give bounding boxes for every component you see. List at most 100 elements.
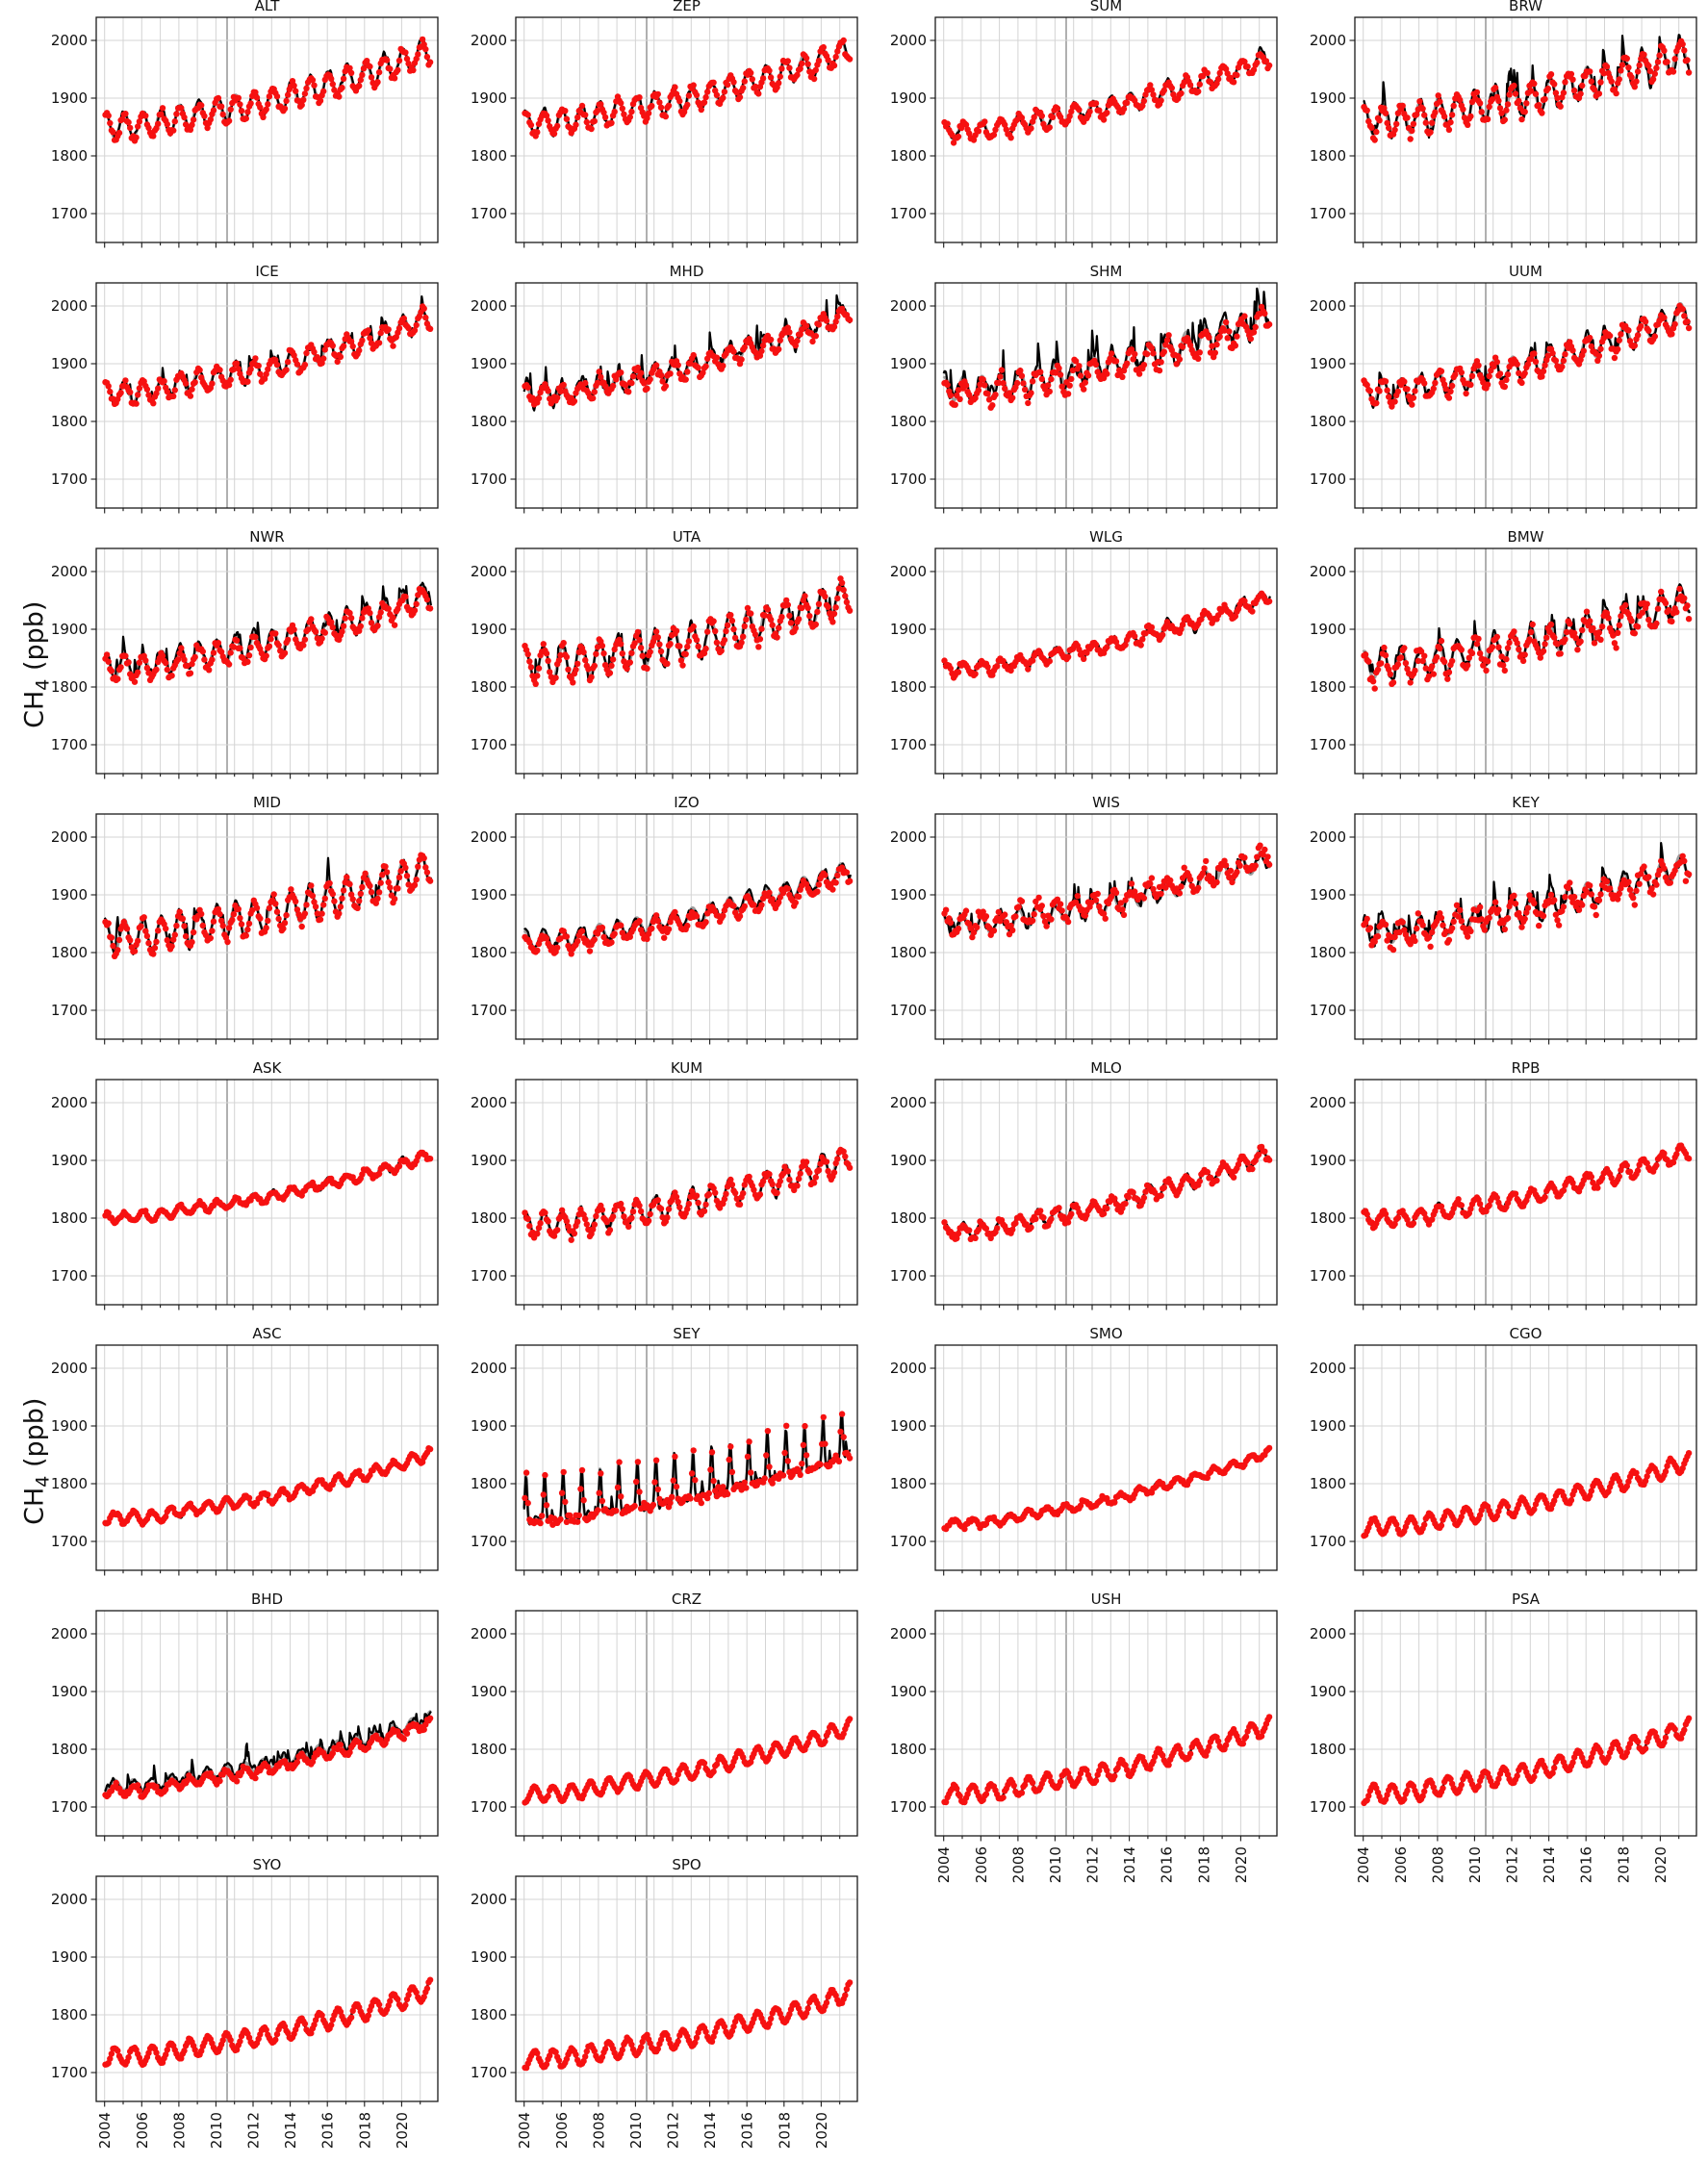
frame-ICE: [95, 282, 439, 509]
y-tick-label: 1700: [51, 471, 88, 488]
frame-SUM: [934, 16, 1278, 243]
y-tick-label: 1800: [890, 147, 927, 165]
ticks-ICE: [90, 305, 421, 514]
y-tick-label: 1800: [471, 944, 507, 961]
frame-ASC: [95, 1344, 439, 1571]
ticks-ASC: [90, 1367, 421, 1576]
y-tick-label: 2000: [890, 1360, 927, 1377]
ticks-MID: [90, 836, 421, 1045]
y-tick-label: 2000: [890, 1625, 927, 1642]
obs-dots-WIS: [941, 842, 1273, 941]
x-tick-label: 2020: [394, 2112, 411, 2149]
y-tick-label: 2000: [51, 1094, 88, 1111]
subplot-MID: 2000 1900 1800 1700 MID: [51, 794, 439, 1045]
model-line-WLG: [942, 592, 1271, 677]
ticks-USH: [930, 1633, 1261, 1842]
obs-dots-ALT: [102, 36, 434, 144]
frame-MLO: [934, 1079, 1278, 1306]
y-tick-label: 1700: [471, 736, 507, 753]
y-tick-label: 1800: [51, 1741, 88, 1758]
frame-BRW: [1354, 16, 1697, 243]
y-tick-label: 2000: [890, 1094, 927, 1111]
y-tick-label: 1800: [1310, 147, 1346, 165]
y-tick-label: 2000: [1310, 32, 1346, 49]
frame-MHD: [515, 282, 858, 509]
tick-labels-ASC: 2000 1900 1800 1700: [51, 1360, 88, 1550]
subplot-UTA: 2000 1900 1800 1700 UTA: [471, 528, 858, 779]
frame-NWR: [95, 547, 439, 775]
y-tick-label: 2000: [51, 563, 88, 580]
y-tick-label: 1900: [471, 621, 507, 638]
grid-ALT: [96, 17, 438, 242]
x-tick-label: 2012: [245, 2112, 263, 2149]
subplot-title-SYO: SYO: [253, 1856, 282, 1873]
subplot-ZEP: 2000 1900 1800 1700 ZEP: [471, 0, 858, 248]
y-tick-label: 1800: [1310, 1209, 1346, 1227]
y-tick-label: 1700: [1310, 471, 1346, 488]
frame-SMO: [934, 1344, 1278, 1571]
y-tick-label: 1700: [51, 205, 88, 222]
subplot-IZO: 2000 1900 1800 1700 IZO: [471, 794, 858, 1045]
subplot-ICE: 2000 1900 1800 1700 ICE: [51, 263, 439, 514]
x-tick-label: 2008: [1429, 1846, 1446, 1883]
x-tick-label: 2020: [813, 2112, 830, 2149]
y-tick-label: 1700: [890, 1267, 927, 1285]
frame-PSA: [1354, 1610, 1697, 1837]
y-tick-label: 1700: [890, 736, 927, 753]
y-tick-label: 1700: [471, 1533, 507, 1550]
frame-UTA: [515, 547, 858, 775]
obs-dots-IZO: [522, 864, 854, 957]
frame-SHM: [934, 282, 1278, 509]
subplot-title-ASC: ASC: [252, 1325, 281, 1342]
x-tick-label: 2012: [1084, 1846, 1102, 1883]
obs-dots-SHM: [941, 303, 1273, 411]
obs-dots-ICE: [102, 303, 434, 407]
ticks-ASK: [90, 1102, 421, 1311]
subplot-USH: 2000 1900 1800 1700 2004 2006 2008 2010 2012 2014…: [890, 1590, 1278, 1883]
frame-SEY: [515, 1344, 858, 1571]
y-tick-label: 1700: [51, 1798, 88, 1816]
subplot-MHD: 2000 1900 1800 1700 MHD: [471, 263, 858, 514]
grid-RPB: [1355, 1080, 1696, 1305]
y-tick-label: 2000: [471, 297, 507, 315]
ticks-KEY: [1349, 836, 1680, 1045]
tick-labels-SHM: 2000 1900 1800 1700: [890, 297, 927, 488]
subplot-title-SMO: SMO: [1089, 1325, 1122, 1342]
frame-SYO: [95, 1875, 439, 2102]
y-tick-label: 1900: [51, 1152, 88, 1169]
subplot-title-WIS: WIS: [1092, 794, 1120, 811]
y-tick-label: 1700: [890, 1533, 927, 1550]
ticks-RPB: [1349, 1102, 1680, 1311]
model-line-MID: [103, 852, 432, 955]
y-tick-label: 1700: [51, 2064, 88, 2081]
y-tick-label: 2000: [51, 32, 88, 49]
grid-SUM: [935, 17, 1277, 242]
tick-labels-WLG: 2000 1900 1800 1700: [890, 563, 927, 753]
x-tick-label: 2016: [1159, 1846, 1176, 1883]
y-tick-label: 1900: [51, 355, 88, 372]
obs-dots-CGO: [1361, 1450, 1693, 1540]
y-tick-label: 1900: [1310, 89, 1346, 107]
ticks-UTA: [510, 571, 841, 779]
y-tick-label: 1900: [51, 621, 88, 638]
subplot-title-BRW: BRW: [1509, 0, 1542, 14]
frame-KEY: [1354, 813, 1697, 1040]
y-tick-label: 1800: [471, 1475, 507, 1492]
frame-KUM: [515, 1079, 858, 1306]
y-tick-label: 2000: [471, 1891, 507, 1908]
y-tick-label: 1800: [471, 147, 507, 165]
x-tick-label: 2004: [1355, 1846, 1372, 1883]
y-tick-label: 2000: [1310, 1094, 1346, 1111]
y-tick-label: 1700: [471, 205, 507, 222]
obs-dots-ZEP: [522, 37, 854, 140]
subplot-title-USH: USH: [1091, 1590, 1122, 1608]
subplot-SPO: 2000 1900 1800 1700 2004 2006 2008 2010 2012 2014…: [471, 1856, 858, 2149]
y-tick-label: 2000: [51, 1891, 88, 1908]
x-tick-label: 2020: [1652, 1846, 1670, 1883]
y-tick-label: 1900: [51, 886, 88, 903]
grid-PSA: [1355, 1611, 1696, 1836]
y-tick-label: 1700: [1310, 736, 1346, 753]
model-line-SEY: [523, 1412, 852, 1526]
x-tick-label: 2014: [1121, 1846, 1138, 1883]
tick-labels-MID: 2000 1900 1800 1700: [51, 828, 88, 1019]
